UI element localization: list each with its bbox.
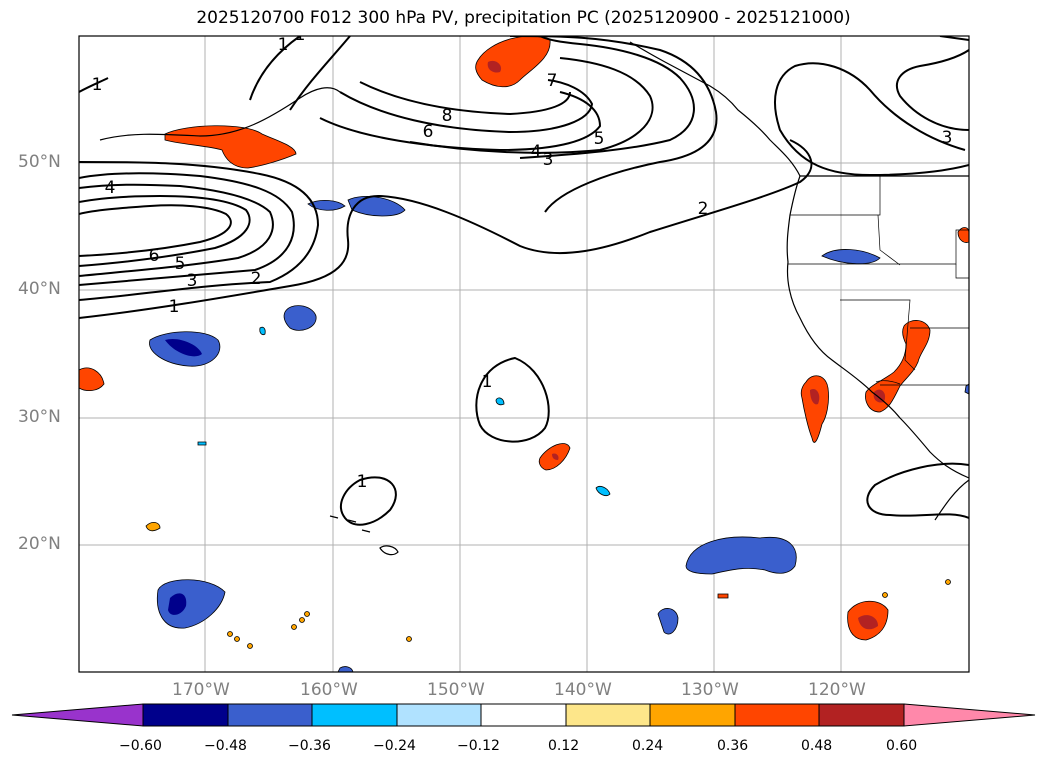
contour-label: 7 — [547, 71, 558, 91]
colorbar-tick-label: 0.36 — [717, 738, 749, 754]
contour-label: 1 — [92, 75, 103, 95]
lon-label-120w: 120°W — [808, 680, 866, 700]
colorbar-tick-label: −0.48 — [204, 738, 247, 754]
lon-label-130w: 130°W — [681, 680, 739, 700]
contour-label: 1 — [169, 297, 180, 317]
lon-label-150w: 150°W — [427, 680, 485, 700]
colorbar-segment — [227, 703, 313, 727]
colorbar-tick-label: −0.24 — [373, 738, 416, 754]
precip-negative-areas — [149, 195, 969, 672]
contour-label: 1 — [295, 25, 306, 45]
contour-labels: 1 1 2 3 5 6 4 1 1 2 3 4 5 6 7 8 3 1 1 — [92, 25, 953, 492]
colorbar — [11, 703, 1036, 727]
colorbar-segment — [142, 703, 229, 727]
colorbar-tick-label: −0.36 — [288, 738, 331, 754]
contour-label: 3 — [187, 271, 198, 291]
lon-label-160w: 160°W — [300, 680, 358, 700]
colorbar-segment — [818, 703, 905, 727]
colorbar-extend-min — [11, 703, 144, 727]
colorbar-tick-label: −0.12 — [457, 738, 500, 754]
contour-label: 2 — [698, 199, 709, 219]
contour-label: 5 — [175, 254, 186, 274]
lat-label-20n: 20°N — [18, 534, 61, 554]
contour-label: 3 — [543, 150, 554, 170]
contour-label: 6 — [423, 122, 434, 142]
borders — [788, 176, 969, 386]
colorbar-segment — [311, 703, 398, 727]
contour-label: 4 — [531, 142, 542, 162]
colorbar-extend-max — [903, 703, 1036, 727]
contour-label: 5 — [594, 129, 605, 149]
lon-label-140w: 140°W — [554, 680, 612, 700]
colorbar-tick-label: 0.60 — [886, 738, 918, 754]
colorbar-segment — [480, 703, 567, 727]
pv-contours — [79, 36, 969, 526]
contour-label: 3 — [942, 128, 953, 148]
lon-label-170w: 170°W — [172, 680, 230, 700]
precip-positive-areas — [79, 36, 969, 649]
colorbar-tick-label: 0.48 — [801, 738, 833, 754]
colorbar-segment — [649, 703, 736, 727]
contour-label: 8 — [442, 106, 453, 126]
contour-label: 4 — [105, 178, 116, 198]
lat-label-50n: 50°N — [18, 152, 61, 172]
colorbar-segment — [396, 703, 482, 727]
colorbar-tick-label: −0.60 — [119, 738, 162, 754]
contour-label: 1 — [482, 372, 493, 392]
colorbar-tick-label: 0.12 — [548, 738, 580, 754]
coastlines — [99, 41, 969, 556]
map-frame — [78, 35, 970, 673]
colorbar-segment — [734, 703, 820, 727]
contour-label: 6 — [149, 246, 160, 266]
map-title: 2025120700 F012 300 hPa PV, precipitatio… — [196, 8, 851, 28]
contour-label: 1 — [278, 35, 289, 55]
colorbar-segment — [565, 703, 651, 727]
contour-label: 2 — [251, 269, 262, 289]
lat-label-30n: 30°N — [18, 407, 61, 427]
colorbar-tick-label: 0.24 — [632, 738, 664, 754]
lat-label-40n: 40°N — [18, 279, 61, 299]
contour-label: 1 — [357, 472, 368, 492]
